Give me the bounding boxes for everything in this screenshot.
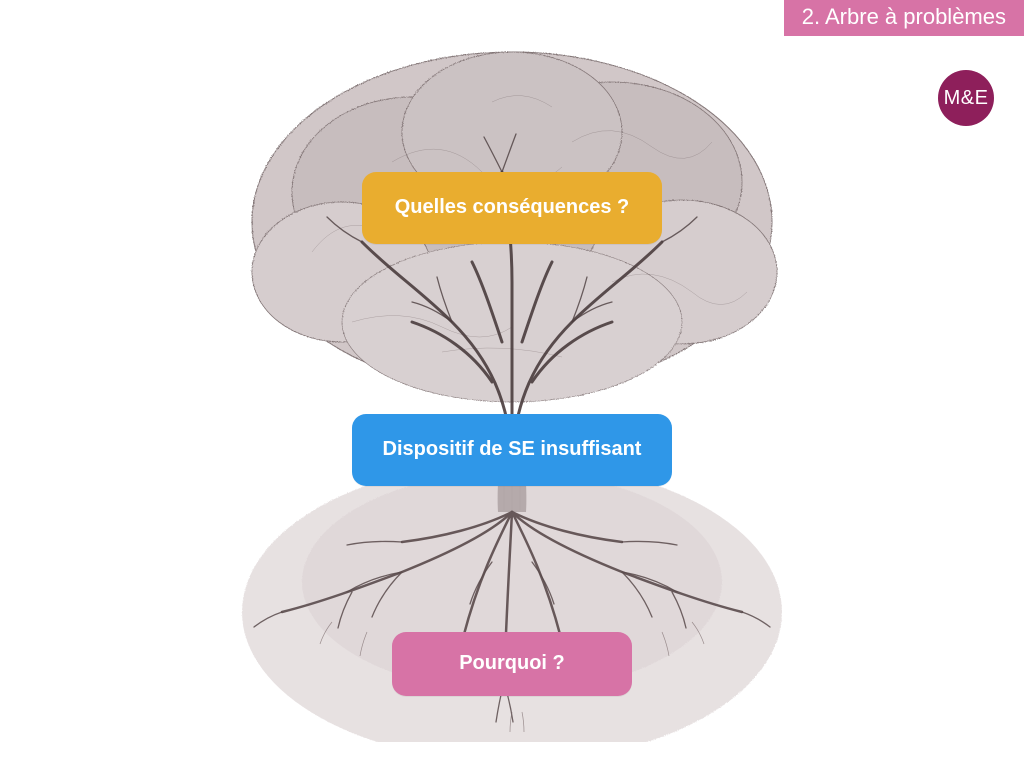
pill-causes: Pourquoi ?: [392, 632, 632, 696]
pill-causes-label: Pourquoi ?: [459, 652, 565, 675]
pill-central-problem: Dispositif de SE insuffisant: [352, 414, 672, 486]
problem-tree-diagram: Quelles conséquences ? Dispositif de SE …: [192, 22, 832, 742]
pill-consequences-label: Quelles conséquences ?: [395, 196, 630, 219]
pill-central-problem-label: Dispositif de SE insuffisant: [383, 438, 642, 461]
pill-consequences: Quelles conséquences ?: [362, 172, 662, 244]
me-badge: M&E: [938, 70, 994, 126]
